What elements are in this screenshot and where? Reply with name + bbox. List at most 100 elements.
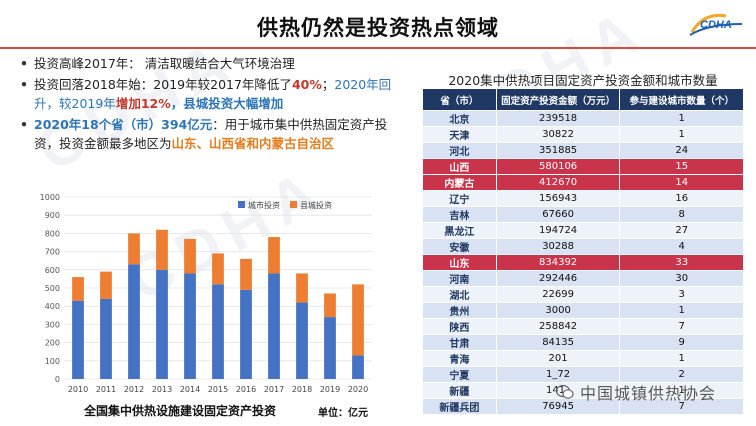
table-cell-prov: 北京 (422, 110, 497, 127)
table-cell-amount: 1_72 (495, 366, 621, 383)
bar-county (268, 237, 280, 274)
table-cell-count: 4 (619, 238, 744, 255)
bar-county (100, 271, 112, 299)
table-row: 山西 580106 15 (422, 158, 744, 175)
bullet-text: 投资回落2018年始：2019年较2017年降低了 (34, 77, 292, 92)
table-cell-count: 16 (619, 190, 744, 207)
y-tick-label: 700 (45, 248, 60, 257)
table-cell-count: 15 (619, 158, 744, 175)
bullet-text: ：用于城市集中供热固定资产投资，投资金额最多地区为 (34, 117, 388, 151)
chart-unit: 单位：亿元 (318, 408, 368, 419)
table-cell-prov: 河南 (422, 270, 497, 287)
table-row: 陕西 258842 7 (422, 318, 744, 335)
bullet-text: 投资高峰2017年： 清洁取暖结合大气环境治理 (34, 56, 295, 71)
table-row: 贵州 3000 1 (422, 302, 744, 319)
chart-title: 全国集中供热设施建设固定资产投资 (84, 404, 277, 418)
table-cell-count: 2 (619, 366, 744, 383)
column-header-count: 参与建设城市数量（个） (619, 88, 744, 111)
bar-city (324, 317, 336, 379)
investment-bar-chart: 0 100 200 300 400 500 600 700 800 900 1000 2010 2011… (40, 193, 372, 394)
x-tick-label: 2014 (180, 385, 200, 394)
bar-city (72, 300, 84, 379)
table-row: 甘肃 84135 9 (422, 334, 744, 351)
bullet-item: 2020年18个省（市）394亿元：用于城市集中供热固定资产投资，投资金额最多地… (20, 115, 410, 153)
y-tick-label: 800 (45, 229, 60, 238)
table-cell-amount: 156943 (495, 190, 621, 207)
table-cell-prov: 陕西 (422, 318, 497, 335)
table-cell-prov: 安徽 (422, 238, 497, 255)
bar-city (296, 302, 308, 379)
column-header-amount: 固定资产投资金额（万元） (495, 88, 621, 111)
table-header-row: 省（市） 固定资产投资金额（万元） 参与建设城市数量（个） (422, 88, 744, 111)
table-cell-prov: 内蒙古 (422, 174, 497, 191)
table-cell-count: 9 (619, 334, 744, 351)
bullet-text: ； (321, 77, 335, 92)
investment-table: 省（市） 固定资产投资金额（万元） 参与建设城市数量（个） 北京 239518 1 天… (422, 88, 744, 415)
y-tick-label: 500 (45, 284, 60, 293)
table-cell-amount: 141_ (495, 382, 621, 399)
bullet-text: 山东、山西省和内蒙古自治区 (171, 136, 335, 151)
y-tick-label: 100 (45, 357, 60, 366)
table-cell-count: 7 (619, 318, 744, 335)
table-cell-amount: 194724 (495, 222, 621, 239)
table-row: 青海 201 1 (422, 350, 744, 367)
table-cell-count: 30 (619, 270, 744, 287)
title-divider (0, 47, 756, 49)
table-row: 河北 351885 24 (422, 142, 744, 159)
table-cell-amount: 30822 (495, 126, 621, 143)
y-tick-label: 900 (45, 211, 60, 220)
table-cell-amount: 76945 (495, 398, 621, 415)
table-cell-count: 1 (619, 110, 744, 127)
table-cell-count: 14 (619, 174, 744, 191)
table-row: 新疆 141_ 1 (422, 382, 744, 399)
x-tick-label: 2012 (124, 385, 144, 394)
table-cell-prov: 贵州 (422, 302, 497, 319)
table-cell-amount: 834392 (495, 254, 621, 271)
table-row: 北京 239518 1 (422, 110, 744, 127)
table-cell-count: 3 (619, 286, 744, 303)
bar-county (212, 253, 224, 285)
table-cell-count: 1 (619, 126, 744, 143)
table-cell-prov: 辽宁 (422, 190, 497, 207)
y-tick-label: 0 (55, 375, 60, 384)
bar-county (128, 233, 140, 265)
bar-county (296, 273, 308, 303)
y-tick-label: 200 (45, 339, 60, 348)
y-tick-label: 400 (45, 302, 60, 311)
table-cell-count: 33 (619, 254, 744, 271)
table-cell-prov: 山西 (422, 158, 497, 175)
table-cell-count: 24 (619, 142, 744, 159)
legend-label: 城市投资 (248, 200, 280, 210)
table-cell-prov: 宁夏 (422, 366, 497, 383)
bar-city (240, 289, 252, 379)
legend-label: 县城投资 (300, 200, 332, 210)
bullet-text: ，县城投资大幅增加 (170, 96, 284, 111)
table-cell-prov: 河北 (422, 142, 497, 159)
x-tick-label: 2010 (68, 385, 88, 394)
table-cell-count: 7 (619, 398, 744, 415)
table-title: 2020集中供热项目固定资产投资金额和城市数量 (448, 73, 718, 88)
bar-city (212, 284, 224, 379)
table-cell-prov: 新疆兵团 (422, 398, 497, 415)
table-row: 河南 292446 30 (422, 270, 744, 287)
y-tick-label: 1000 (40, 193, 60, 202)
bar-county (184, 238, 196, 274)
bullet-item: 投资高峰2017年： 清洁取暖结合大气环境治理 (20, 54, 410, 73)
bar-county (156, 229, 168, 270)
bar-county (240, 258, 252, 290)
x-tick-label: 2017 (264, 385, 284, 394)
legend-swatch (238, 201, 245, 208)
table-row: 内蒙古 412670 14 (422, 174, 744, 191)
bar-city (100, 298, 112, 379)
table-row: 天津 30822 1 (422, 126, 744, 143)
table-cell-prov: 山东 (422, 254, 497, 271)
table-row: 黑龙江 194724 27 (422, 222, 744, 239)
wechat-watermark: 中国城镇供热协会 (580, 384, 717, 403)
table-cell-count: 27 (619, 222, 744, 239)
column-header-province: 省（市） (422, 88, 497, 111)
table-cell-count: 1 (619, 382, 744, 399)
table-cell-prov: 甘肃 (422, 334, 497, 351)
legend-swatch (290, 201, 297, 208)
table-cell-prov: 青海 (422, 350, 497, 367)
x-tick-label: 2019 (320, 385, 340, 394)
